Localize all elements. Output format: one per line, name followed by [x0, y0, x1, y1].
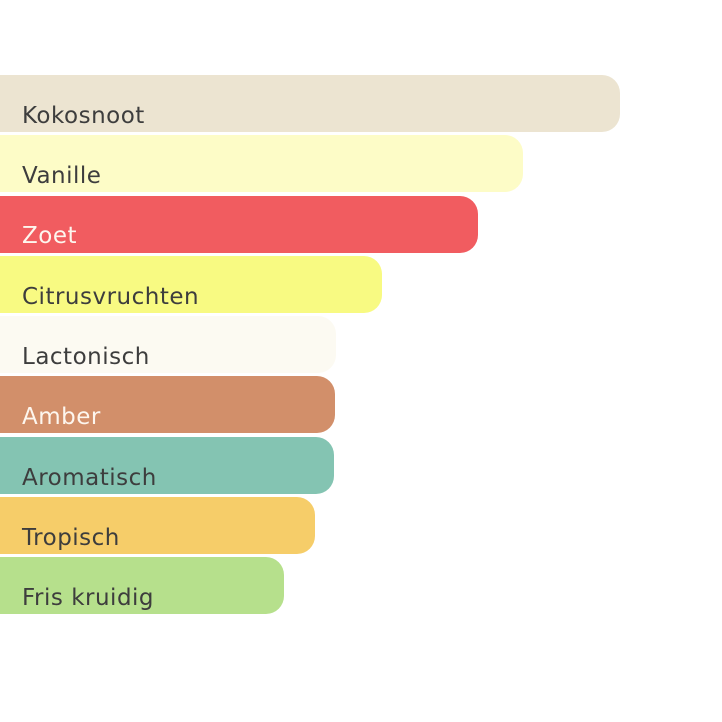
note-label: Amber	[22, 404, 101, 431]
note-label: Kokosnoot	[22, 102, 145, 129]
bar-row: Citrusvruchten	[0, 255, 722, 316]
note-bar-amber[interactable]: Amber	[0, 376, 335, 434]
bar-row: Fris kruidig	[0, 557, 722, 617]
note-label: Lactonisch	[22, 344, 150, 371]
note-bar-fris-kruidig[interactable]: Fris kruidig	[0, 557, 284, 615]
note-bar-zoet[interactable]: Zoet	[0, 195, 478, 253]
note-bar-vanille[interactable]: Vanille	[0, 135, 523, 193]
note-label: Fris kruidig	[22, 585, 155, 612]
bar-row: Amber	[0, 376, 722, 436]
bar-row: Kokosnoot	[0, 75, 722, 135]
note-bar-lactonisch[interactable]: Lactonisch	[0, 316, 336, 374]
note-label: Zoet	[22, 223, 77, 250]
bar-chart-area: Kokosnoot Vanille Zoet Citrusvruchten La…	[0, 75, 722, 618]
note-label: Citrusvruchten	[22, 283, 200, 310]
bar-row: Lactonisch	[0, 316, 722, 376]
bar-row: Zoet	[0, 195, 722, 256]
note-label: Tropisch	[22, 524, 120, 551]
note-label: Vanille	[22, 163, 102, 190]
bar-row: Aromatisch	[0, 436, 722, 497]
bar-row: Tropisch	[0, 497, 722, 557]
note-label: Aromatisch	[22, 464, 157, 491]
bar-row: Vanille	[0, 135, 722, 195]
note-bar-citrusvruchten[interactable]: Citrusvruchten	[0, 255, 382, 313]
note-bar-aromatisch[interactable]: Aromatisch	[0, 436, 334, 494]
note-bar-tropisch[interactable]: Tropisch	[0, 497, 315, 555]
note-bar-kokosnoot[interactable]: Kokosnoot	[0, 75, 620, 132]
